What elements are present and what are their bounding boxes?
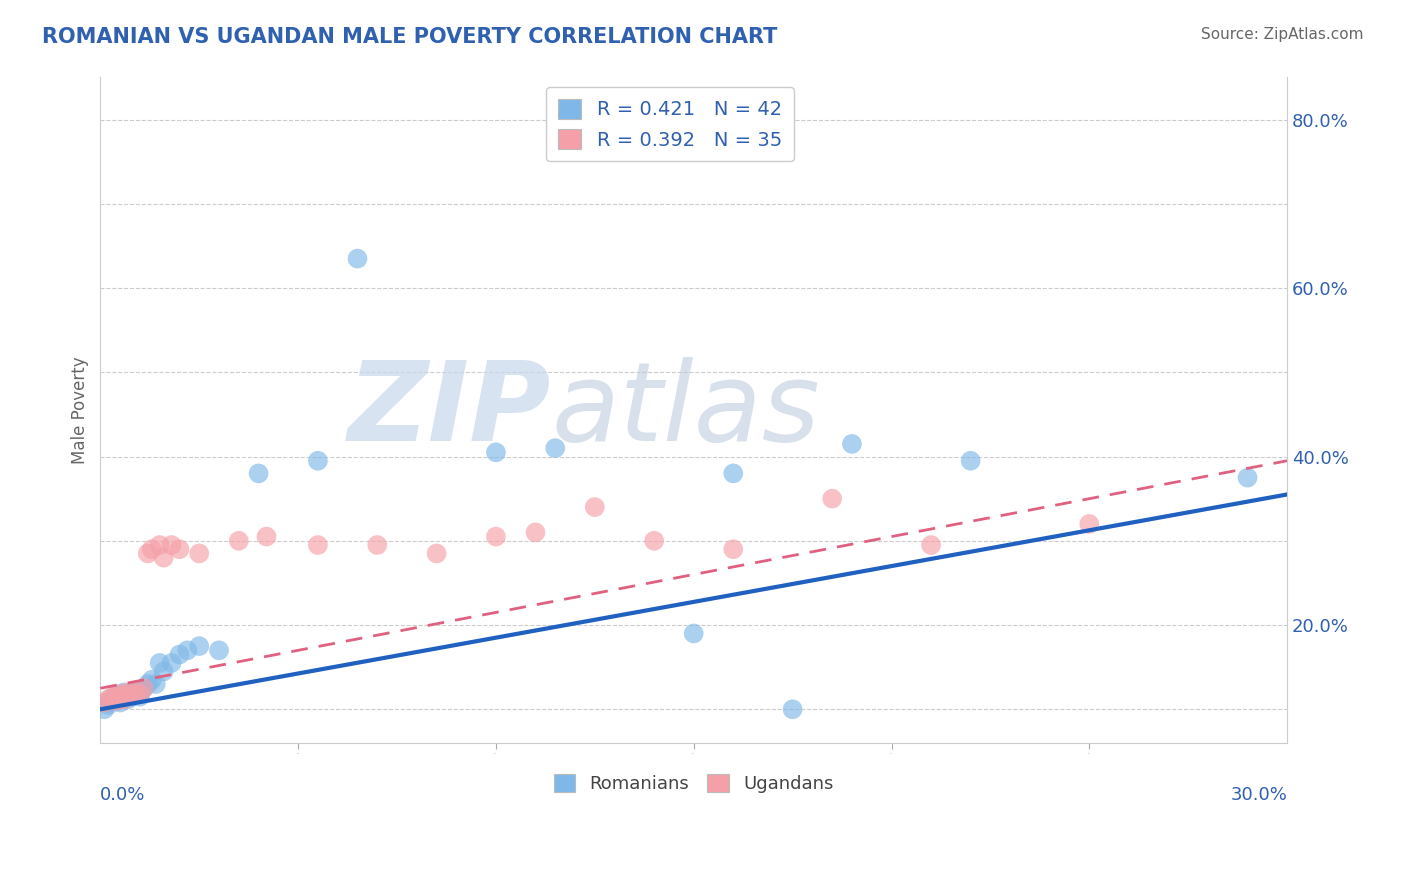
Point (583, 500, 606, 515)
Point (841, 437, 863, 451)
Point (959, 454, 981, 468)
Point (105, 687, 128, 701)
Point (108, 692, 131, 706)
Point (920, 538, 942, 552)
Point (160, 656, 183, 670)
Point (93, 702, 115, 716)
Point (129, 685, 152, 699)
Point (152, 550, 174, 565)
Point (108, 696, 131, 710)
Text: ZIP: ZIP (347, 357, 551, 464)
Point (101, 690, 124, 704)
Point (176, 643, 198, 657)
Point (169, 542, 191, 557)
Point (149, 538, 172, 552)
Point (112, 687, 135, 701)
Point (188, 546, 211, 560)
Point (125, 685, 148, 699)
Point (105, 694, 128, 708)
Text: 30.0%: 30.0% (1230, 786, 1286, 805)
Point (97, 698, 120, 712)
Point (132, 681, 155, 696)
Point (121, 690, 143, 704)
Point (208, 643, 231, 657)
Point (145, 677, 167, 691)
Point (117, 685, 139, 699)
Point (723, 542, 745, 557)
Point (117, 687, 139, 701)
Point (97, 696, 120, 710)
Point (125, 683, 148, 698)
Point (105, 694, 128, 708)
Point (105, 690, 128, 704)
Point (101, 692, 124, 706)
Point (108, 687, 131, 701)
Point (169, 648, 191, 662)
Point (485, 445, 508, 459)
Point (247, 467, 270, 481)
Point (1236, 470, 1258, 484)
Point (524, 525, 547, 540)
Point (149, 656, 172, 670)
Legend: Romanians, Ugandans: Romanians, Ugandans (547, 767, 841, 800)
Point (108, 692, 131, 706)
Point (101, 694, 124, 708)
Point (160, 538, 183, 552)
Point (132, 681, 155, 696)
Point (129, 690, 152, 704)
Point (136, 677, 159, 691)
Point (93, 696, 115, 710)
Text: atlas: atlas (551, 357, 820, 464)
Point (228, 533, 250, 548)
Point (129, 687, 152, 701)
Point (346, 252, 368, 266)
Point (544, 441, 567, 455)
Point (256, 530, 278, 544)
Point (307, 454, 329, 468)
Text: Source: ZipAtlas.com: Source: ZipAtlas.com (1201, 27, 1364, 42)
Text: ROMANIAN VS UGANDAN MALE POVERTY CORRELATION CHART: ROMANIAN VS UGANDAN MALE POVERTY CORRELA… (42, 27, 778, 46)
Point (112, 692, 135, 706)
Point (821, 491, 844, 506)
Y-axis label: Male Poverty: Male Poverty (72, 357, 89, 464)
Point (366, 538, 388, 552)
Point (152, 665, 174, 679)
Point (108, 690, 131, 704)
Point (485, 530, 508, 544)
Point (723, 467, 745, 481)
Point (141, 542, 163, 557)
Point (117, 690, 139, 704)
Point (141, 673, 163, 687)
Point (112, 690, 135, 704)
Point (136, 546, 159, 560)
Text: 0.0%: 0.0% (100, 786, 146, 805)
Point (121, 685, 143, 699)
Point (125, 687, 148, 701)
Point (782, 702, 804, 716)
Point (1078, 516, 1101, 531)
Point (682, 626, 704, 640)
Point (117, 692, 139, 706)
Point (643, 533, 665, 548)
Point (112, 685, 135, 699)
Point (188, 639, 211, 653)
Point (97, 692, 120, 706)
Point (426, 546, 449, 560)
Point (121, 687, 143, 701)
Point (307, 538, 329, 552)
